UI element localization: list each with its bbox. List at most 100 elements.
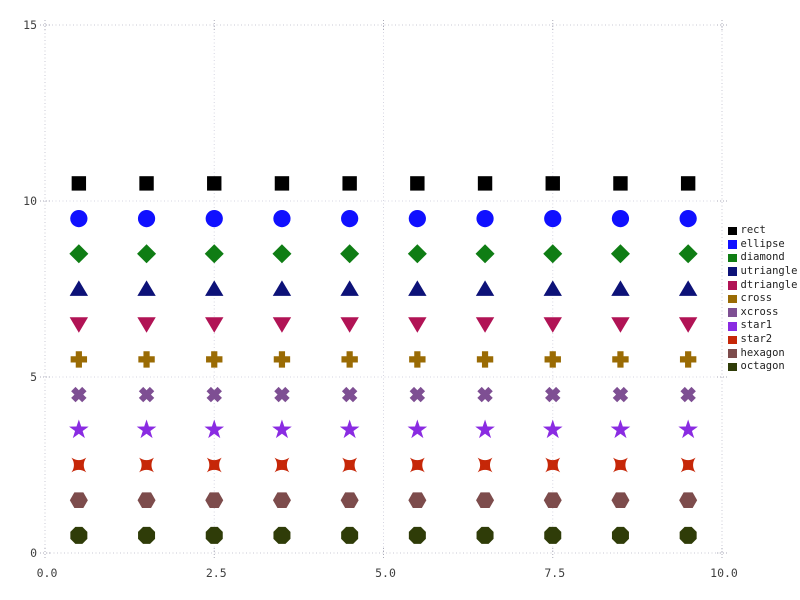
marker-hexagon (272, 492, 291, 508)
marker-star2 (71, 457, 87, 473)
marker-hexagon (340, 492, 359, 508)
marker-utriangle (137, 280, 156, 296)
marker-hexagon (476, 492, 495, 508)
marker-rect (613, 176, 628, 191)
marker-dtriangle (408, 317, 427, 333)
marker-xcross (206, 386, 222, 403)
marker-xcross (71, 386, 87, 403)
marker-rect (71, 176, 87, 191)
marker-star1 (678, 419, 698, 439)
legend-swatch-cross (728, 294, 737, 304)
legend-item-star1: star1 (728, 319, 797, 333)
legend-item-diamond: diamond (728, 251, 797, 265)
marker-rect (545, 176, 560, 191)
marker-xcross (274, 386, 290, 403)
y-tick-label: 10 (23, 194, 37, 208)
marker-diamond (678, 244, 698, 264)
marker-utriangle (678, 280, 698, 296)
marker-cross (273, 351, 291, 368)
legend-label: dtriangle (740, 278, 798, 291)
marker-diamond (204, 244, 224, 264)
marker-cross (138, 351, 155, 368)
marker-star1 (542, 419, 563, 439)
marker-star2 (139, 457, 154, 473)
marker-xcross (138, 386, 155, 403)
marker-ellipse (205, 210, 223, 228)
marker-hexagon (611, 492, 630, 508)
legend-item-rect: rect (728, 224, 797, 238)
legend-item-ellipse: ellipse (728, 238, 797, 252)
marker-cross (544, 351, 561, 368)
marker-hexagon (137, 492, 156, 508)
marker-ellipse (341, 210, 359, 228)
marker-rect (207, 176, 222, 191)
marker-star1 (272, 419, 292, 439)
marker-dtriangle (543, 317, 562, 333)
marker-utriangle (475, 280, 495, 296)
marker-star1 (610, 419, 631, 439)
marker-rect (410, 176, 425, 191)
marker-diamond (407, 244, 427, 264)
marker-cross (341, 351, 358, 368)
marker-diamond (69, 244, 89, 264)
x-tick-label: 2.5 (206, 566, 227, 580)
marker-cross (409, 351, 426, 368)
marker-rect (139, 176, 154, 191)
legend-label: star2 (740, 333, 773, 346)
marker-diamond (475, 244, 495, 264)
marker-dtriangle (678, 317, 698, 333)
marker-octagon (341, 526, 359, 544)
legend-label: ellipse (740, 237, 785, 250)
marker-xcross (341, 386, 358, 403)
marker-star1 (69, 419, 89, 439)
marker-star2 (477, 457, 493, 473)
marker-octagon (70, 526, 88, 544)
marker-dtriangle (611, 317, 630, 333)
marker-star1 (475, 419, 495, 439)
marker-utriangle (69, 280, 89, 296)
marker-dtriangle (340, 317, 359, 333)
marker-xcross (612, 386, 629, 403)
marker-ellipse (273, 210, 291, 228)
marker-star2 (274, 457, 290, 473)
marker-star1 (136, 419, 157, 439)
marker-utriangle (205, 280, 224, 296)
legend-label: rect (740, 224, 766, 236)
marker-star2 (342, 457, 358, 473)
marker-star2 (409, 457, 425, 473)
legend-swatch-utriangle (728, 267, 737, 276)
legend-label: octagon (740, 360, 785, 373)
marker-octagon (611, 526, 629, 544)
marker-hexagon (205, 492, 224, 508)
marker-octagon (138, 526, 156, 544)
marker-utriangle (272, 280, 292, 296)
legend-item-utriangle: utriangle (728, 265, 797, 279)
marker-ellipse (544, 210, 562, 228)
legend-item-dtriangle: dtriangle (728, 279, 797, 293)
marker-star1 (407, 419, 428, 439)
legend-swatch-octagon (728, 362, 737, 372)
marker-diamond (340, 244, 360, 264)
marker-octagon (273, 526, 291, 544)
marker-xcross (545, 386, 561, 403)
marker-rect (477, 176, 493, 191)
marker-ellipse (476, 210, 494, 228)
marker-ellipse (137, 210, 156, 228)
legend-label: hexagon (740, 346, 785, 359)
marker-rect (342, 176, 357, 191)
marker-octagon (408, 526, 426, 544)
legend-label: star1 (740, 319, 773, 332)
marker-dtriangle (205, 317, 224, 333)
marker-hexagon (69, 492, 88, 508)
marker-star2 (613, 457, 628, 473)
legend-swatch-diamond (728, 253, 737, 263)
marker-ellipse (679, 210, 697, 228)
marker-ellipse (611, 210, 630, 228)
marker-diamond (610, 244, 630, 264)
y-tick-label: 5 (30, 370, 37, 384)
legend-swatch-star2 (728, 335, 737, 345)
marker-rect (680, 176, 696, 191)
x-tick-label: 0.0 (37, 566, 58, 580)
